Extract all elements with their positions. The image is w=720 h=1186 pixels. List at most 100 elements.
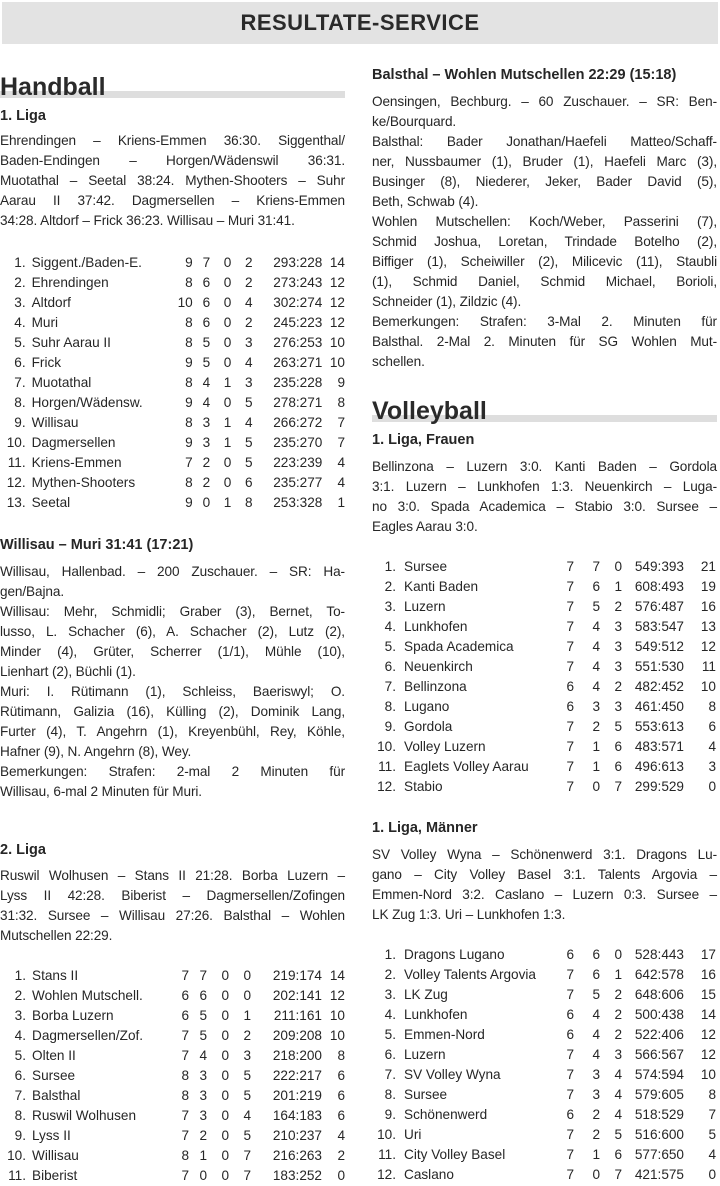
text-line: schellen. [372, 354, 425, 369]
cell-won: 4 [592, 619, 600, 634]
cell-rank: 3. [14, 295, 26, 310]
cell-points: 10 [700, 1067, 716, 1082]
cell-won: 4 [199, 1048, 207, 1063]
cell-rank: 8. [14, 1108, 26, 1123]
cell-goals: 218:200 [272, 1048, 322, 1063]
cell-team: Neuenkirch [404, 659, 473, 674]
cell-played: 7 [566, 779, 574, 794]
cell-lost: 6 [614, 759, 622, 774]
standings-2-liga: 1. Stans II 7 7 0 0 219:174 14 2. Wohlen Mutschel… [0, 966, 345, 1186]
cell-rank: 8. [384, 1087, 396, 1102]
cell-drawn: 0 [221, 1048, 229, 1063]
cell-team: Dagmersellen [31, 435, 116, 450]
cell-team: Emmen-Nord [404, 1027, 485, 1042]
cell-sets: 648:606 [634, 987, 684, 1002]
standings-table: 1. Dragons Lugano 6 6 0 528:443 17 2. Volley Tal… [372, 945, 716, 1185]
section-heading-handball: Handball [0, 70, 345, 104]
table-row: 12. Stabio 7 0 7 299:529 0 [372, 777, 716, 797]
cell-played: 7 [181, 1028, 189, 1043]
table-row: 9. Schönenwerd 6 2 4 518:529 7 [372, 1105, 716, 1125]
cell-rank: 11. [7, 455, 26, 470]
cell-drawn: 1 [223, 375, 232, 390]
cell-won: 3 [592, 1067, 600, 1082]
cell-points: 6 [708, 719, 716, 734]
table-row: 1. Sursee 7 7 0 549:393 21 [372, 557, 716, 577]
cell-points: 11 [701, 659, 716, 674]
cell-sets: 299:529 [634, 779, 684, 794]
table-row: 13. Seetal 9 0 1 8 253:328 1 [0, 493, 345, 513]
cell-lost: 4 [244, 355, 253, 370]
table-row: 5. Olten II 7 4 0 3 218:200 8 [0, 1046, 345, 1066]
cell-won: 6 [202, 275, 211, 290]
cell-team: Muri [31, 315, 59, 330]
cell-lost: 2 [614, 1007, 622, 1022]
text-line: Bemerkungen: Strafen: 3-Mal 2. Minuten f… [372, 314, 717, 329]
table-row: 3. Borba Luzern 6 5 0 1 211:161 10 [0, 1006, 345, 1026]
cell-won: 6 [592, 579, 600, 594]
cell-won: 0 [199, 1168, 207, 1183]
cell-points: 12 [700, 1027, 716, 1042]
cell-lost: 1 [614, 967, 622, 982]
cell-played: 9 [185, 255, 193, 270]
cell-goals: 216:263 [272, 1148, 322, 1163]
cell-lost: 1 [243, 1008, 251, 1023]
cell-drawn: 0 [221, 1108, 229, 1123]
cell-won: 6 [592, 967, 600, 982]
cell-won: 1 [592, 739, 600, 754]
standings-table: 1. Sursee 7 7 0 549:393 21 2. Kanti Baden 7 6 1 608:… [372, 557, 716, 797]
text-line: Beth, Schwab (4). [372, 194, 479, 209]
cell-points: 9 [337, 375, 345, 390]
cell-drawn: 0 [223, 475, 232, 490]
table-row: 2. Wohlen Mutschell. 6 6 0 0 202:141 12 [0, 986, 345, 1006]
text-line: Ehrendingen – Kriens-Emmen 36:30. Siggen… [0, 133, 345, 148]
cell-sets: 608:493 [634, 579, 684, 594]
cell-goals: 210:237 [272, 1128, 322, 1143]
cell-lost: 5 [244, 435, 253, 450]
cell-team: Lyss II [32, 1128, 71, 1143]
cell-played: 9 [185, 495, 193, 510]
cell-points: 8 [337, 395, 345, 410]
cell-team: Ruswil Wolhusen [32, 1108, 137, 1123]
cell-rank: 6. [14, 355, 26, 370]
cell-points: 4 [337, 455, 345, 470]
cell-played: 7 [566, 599, 574, 614]
cell-points: 21 [700, 559, 716, 574]
table-row: 3. LK Zug 7 5 2 648:606 15 [372, 985, 716, 1005]
text-line: Willisau: Mehr, Schmidli; Graber (3), Be… [0, 604, 345, 619]
cell-won: 2 [592, 1127, 600, 1142]
cell-played: 7 [566, 759, 574, 774]
cell-goals: 211:161 [273, 1008, 322, 1023]
cell-team: Luzern [404, 1047, 446, 1062]
text-line: SV Volley Wyna – Schönenwerd 3:1. Dragon… [372, 847, 717, 862]
cell-goals: 276:253 [273, 335, 323, 350]
cell-lost: 3 [244, 335, 253, 350]
cell-points: 0 [708, 1167, 716, 1182]
table-row: 6. Sursee 8 3 0 5 222:217 6 [0, 1066, 345, 1086]
cell-won: 1 [592, 759, 600, 774]
cell-sets: 496:613 [634, 759, 684, 774]
cell-points: 10 [700, 679, 716, 694]
cell-team: Bellinzona [404, 679, 467, 694]
cell-sets: 549:512 [634, 639, 684, 654]
cell-lost: 2 [244, 315, 253, 330]
cell-lost: 7 [614, 1167, 622, 1182]
cell-drawn: 0 [221, 1128, 229, 1143]
cell-lost: 2 [614, 679, 622, 694]
cell-lost: 1 [614, 579, 622, 594]
table-row: 7. Muotathal 8 4 1 3 235:228 9 [0, 373, 345, 393]
cell-points: 14 [329, 968, 345, 983]
table-row: 9. Lyss II 7 2 0 5 210:237 4 [0, 1126, 345, 1146]
cell-drawn: 0 [223, 295, 232, 310]
cell-played: 8 [185, 415, 193, 430]
cell-rank: 5. [14, 335, 26, 350]
cell-team: City Volley Basel [404, 1147, 506, 1162]
cell-rank: 10. [377, 739, 396, 754]
table-row: 4. Lunkhofen 6 4 2 500:438 14 [372, 1005, 716, 1025]
cell-drawn: 1 [223, 415, 232, 430]
table-row: 11. City Volley Basel 7 1 6 577:650 4 [372, 1145, 716, 1165]
text-line: Balsthal. 2-Mal 2. Minuten für SG Wohlen… [372, 334, 717, 349]
table-row: 6. Luzern 7 4 3 566:567 12 [372, 1045, 716, 1065]
cell-points: 8 [708, 699, 716, 714]
cell-sets: 579:605 [634, 1087, 684, 1102]
text-line: gen/Bajna. [0, 584, 65, 599]
